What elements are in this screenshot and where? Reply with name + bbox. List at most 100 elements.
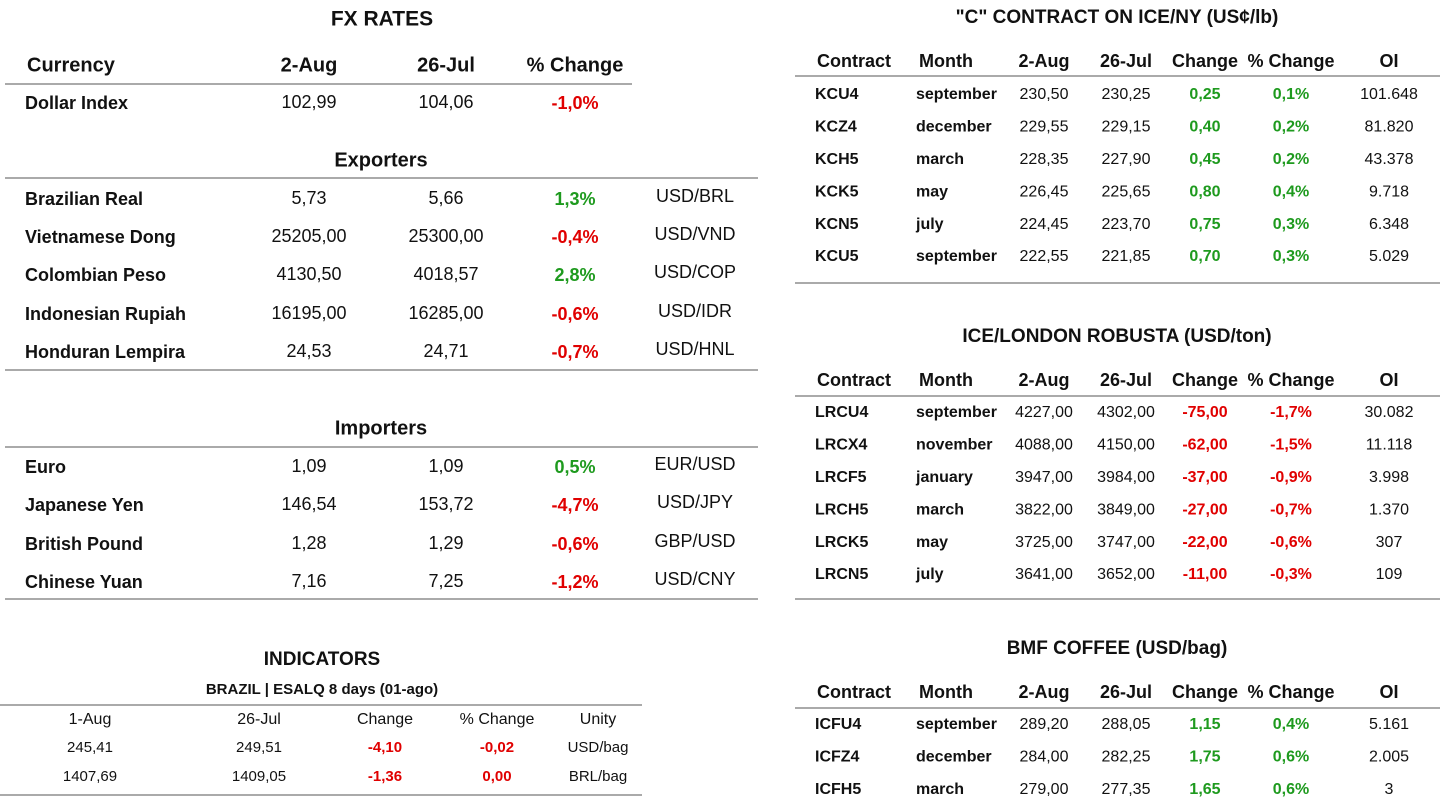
- cell: 3984,00: [1097, 469, 1155, 486]
- change: 1,3%: [554, 189, 595, 209]
- month: january: [915, 469, 973, 486]
- cell: 226,45: [1020, 183, 1069, 200]
- cell: 4302,00: [1097, 404, 1155, 421]
- cell: 5.161: [1369, 716, 1409, 733]
- month: march: [916, 781, 964, 798]
- cell: 3641,00: [1015, 566, 1073, 583]
- cell: 81.820: [1365, 119, 1414, 136]
- header-cell: OI: [1379, 370, 1398, 390]
- cell: 4088,00: [1015, 437, 1073, 454]
- cell: 24,53: [286, 341, 331, 361]
- contract: ICFU4: [815, 716, 861, 733]
- cell: 4227,00: [1015, 404, 1073, 421]
- header-cell: % Change: [1247, 682, 1334, 702]
- pair: USD/COP: [654, 262, 736, 282]
- cell: 1,28: [291, 533, 326, 553]
- header-cell: OI: [1379, 51, 1398, 71]
- month: march: [916, 501, 964, 518]
- contract: LRCF5: [815, 469, 867, 486]
- header-cell: % Change: [1247, 370, 1334, 390]
- cell: 25300,00: [408, 226, 483, 246]
- cell: 224,45: [1020, 216, 1069, 233]
- cell: 24,71: [423, 341, 468, 361]
- change: -0,6%: [551, 534, 598, 554]
- month: may: [916, 183, 948, 200]
- group-title: Exporters: [334, 149, 427, 171]
- row-label: Vietnamese Dong: [25, 227, 176, 247]
- contract: LRCU4: [815, 404, 868, 421]
- pair: GBP/USD: [654, 531, 735, 551]
- header-cell: % Change: [460, 711, 535, 728]
- change: -37,00: [1182, 469, 1227, 486]
- change: -11,00: [1183, 566, 1228, 583]
- cell: 1,09: [291, 456, 326, 476]
- cell: 228,35: [1020, 151, 1069, 168]
- month: september: [916, 86, 997, 103]
- change: -0,7%: [1270, 501, 1312, 518]
- cell: 153,72: [418, 494, 473, 514]
- change: 0,2%: [1273, 151, 1309, 168]
- cell: 222,55: [1020, 248, 1069, 265]
- change: -22,00: [1182, 534, 1227, 551]
- change: -0,4%: [551, 227, 598, 247]
- cell: 9.718: [1369, 183, 1409, 200]
- header-cell: 26-Jul: [1100, 682, 1152, 702]
- cell: -4,10: [368, 739, 402, 756]
- header-cell: Change: [1172, 370, 1238, 390]
- cell: 277,35: [1102, 781, 1151, 798]
- row-label: British Pound: [25, 534, 143, 554]
- cell: 1407,69: [63, 768, 117, 785]
- change: 0,6%: [1273, 749, 1309, 766]
- header-cell: 2-Aug: [1019, 682, 1070, 702]
- cell: 6.348: [1369, 216, 1409, 233]
- header-cell: 2-Aug: [1019, 51, 1070, 71]
- contract: KCH5: [815, 151, 859, 168]
- cell: 5,66: [428, 188, 463, 208]
- section-title: ICE/LONDON ROBUSTA (USD/ton): [962, 326, 1271, 347]
- cell: USD/bag: [568, 739, 629, 756]
- change: 0,45: [1189, 151, 1220, 168]
- cell: 146,54: [281, 494, 336, 514]
- contract: KCU5: [815, 248, 859, 265]
- change: 0,40: [1189, 119, 1220, 136]
- cell: 289,20: [1020, 716, 1069, 733]
- header-cell: Month: [919, 370, 973, 390]
- cell: 227,90: [1102, 151, 1151, 168]
- month: november: [916, 437, 992, 454]
- cell: 16285,00: [408, 303, 483, 323]
- cell: -0,02: [480, 739, 514, 756]
- change: 0,3%: [1273, 216, 1309, 233]
- change: 0,75: [1189, 216, 1220, 233]
- cell: 229,55: [1020, 119, 1069, 136]
- change: 0,4%: [1273, 716, 1309, 733]
- contract: LRCK5: [815, 534, 868, 551]
- month: december: [916, 749, 992, 766]
- cell: 288,05: [1102, 716, 1151, 733]
- month: may: [916, 534, 948, 551]
- header-cell: 26-Jul: [1100, 370, 1152, 390]
- month: july: [915, 216, 944, 233]
- cell: 101.648: [1360, 86, 1418, 103]
- row-label: Brazilian Real: [25, 189, 143, 209]
- cell: 307: [1376, 534, 1403, 551]
- cell: 5,73: [291, 188, 326, 208]
- change: -1,7%: [1270, 404, 1312, 421]
- change: -1,2%: [551, 572, 598, 592]
- row-label: Chinese Yuan: [25, 572, 143, 592]
- header-cell: Unity: [580, 711, 616, 728]
- change: 0,6%: [1273, 781, 1309, 798]
- header-cell: 2-Aug: [1019, 370, 1070, 390]
- row-label: Colombian Peso: [25, 265, 166, 285]
- cell: 3652,00: [1097, 566, 1155, 583]
- pair: EUR/USD: [654, 454, 735, 474]
- cell: BRL/bag: [569, 768, 627, 785]
- change: 0,70: [1189, 248, 1220, 265]
- header-cell: 1-Aug: [69, 711, 112, 728]
- cell: 3.998: [1369, 469, 1409, 486]
- cell: 1409,05: [232, 768, 286, 785]
- contract: KCZ4: [815, 119, 857, 136]
- pair: USD/IDR: [658, 301, 732, 321]
- month: march: [916, 151, 964, 168]
- cell: 7,16: [291, 571, 326, 591]
